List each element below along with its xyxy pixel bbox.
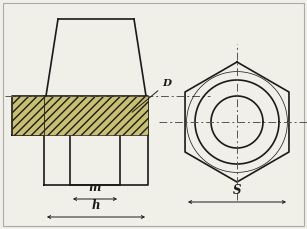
Text: h: h — [92, 199, 100, 212]
Text: D: D — [162, 79, 171, 88]
Text: m: m — [89, 181, 101, 194]
Text: S: S — [233, 184, 241, 197]
Polygon shape — [12, 96, 44, 135]
Polygon shape — [44, 96, 148, 135]
